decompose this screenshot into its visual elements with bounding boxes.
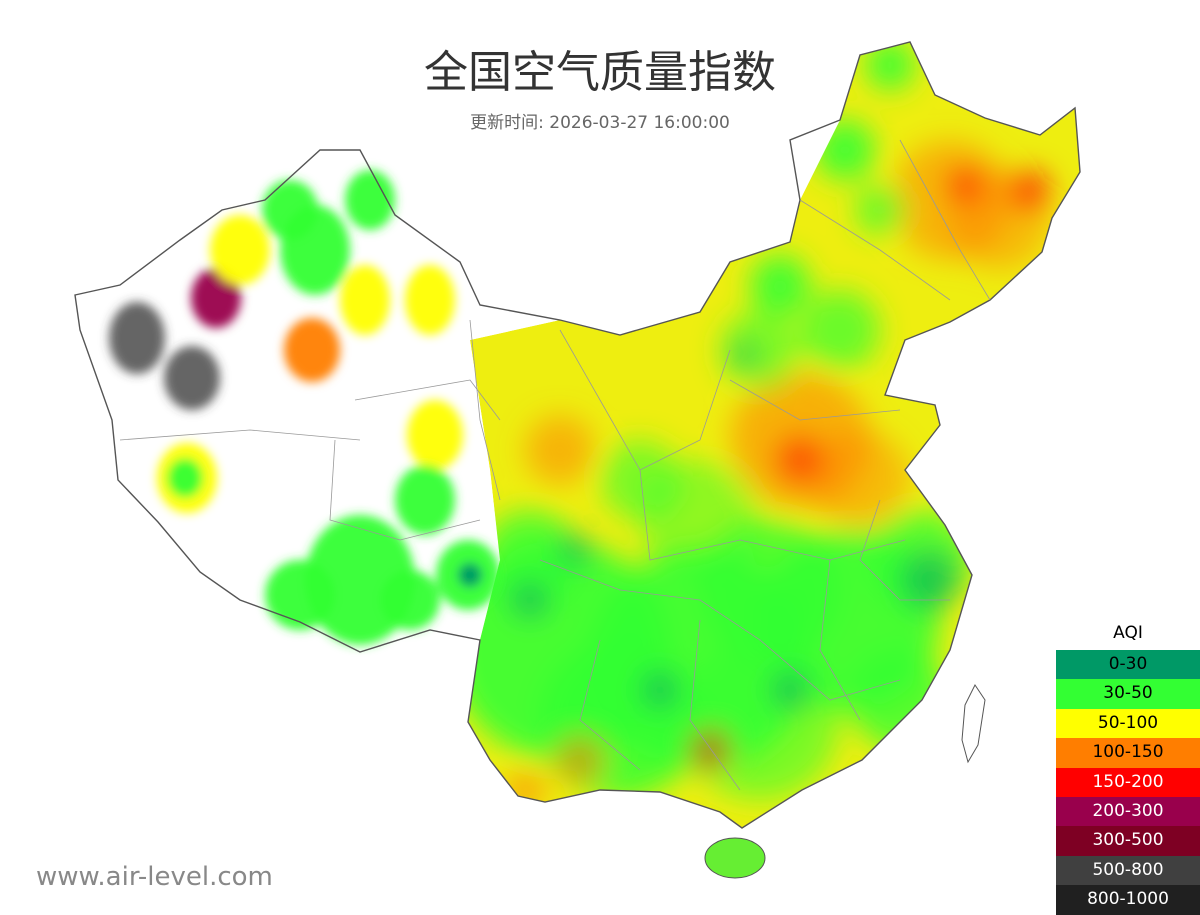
aqi-blob (407, 400, 463, 470)
province-boundary (539, 559, 901, 701)
legend-item: 0-30 (1056, 650, 1200, 680)
legend-item: 200-300 (1056, 796, 1200, 827)
aqi-blob (775, 435, 825, 485)
province-boundary (354, 379, 501, 421)
aqi-blob (395, 465, 455, 535)
province-boundary (689, 619, 741, 791)
aqi-legend: AQI 0-30 30-50 50-100 100-150 150-200 200-300… (1056, 622, 1200, 915)
page-title: 全国空气质量指数 (424, 47, 776, 98)
aqi-blob (733, 343, 757, 367)
legend-item: 50-100 (1056, 708, 1200, 739)
aqi-blob (772, 672, 808, 708)
province-boundary (899, 139, 991, 301)
aqi-blob (720, 310, 800, 390)
aqi-blob (560, 535, 590, 565)
aqi-blob (947, 167, 983, 203)
aqi-blob (642, 672, 678, 708)
aqi-blob (210, 215, 270, 285)
update-time: 更新时间: 2026-03-27 16:00:00 (470, 113, 730, 133)
aqi-blob (164, 346, 220, 410)
aqi-blob (345, 170, 395, 230)
legend-item: 100-150 (1056, 738, 1200, 768)
province-boundary (329, 439, 481, 541)
aqi-blob (855, 185, 905, 235)
aqi-blob (380, 570, 440, 630)
legend-item: 800-1000 (1056, 885, 1200, 915)
taiwan-island (961, 684, 986, 764)
province-boundary (729, 379, 901, 421)
aqi-blob (900, 550, 960, 610)
province-boundary (859, 499, 950, 601)
legend-title: AQI (1113, 623, 1143, 643)
aqi-blob (405, 265, 455, 335)
aqi-blob (284, 318, 340, 382)
aqi-blob (167, 458, 203, 498)
legend-item: 30-50 (1056, 679, 1200, 709)
aqi-blob (280, 205, 350, 295)
aqi-blob (865, 42, 915, 90)
aqi-blob (480, 510, 580, 610)
aqi-blob (555, 735, 605, 785)
aqi-blob (512, 582, 548, 618)
aqi-blob (1010, 170, 1050, 210)
aqi-blob (810, 430, 910, 530)
aqi-blob (505, 770, 545, 810)
aqi-blob (600, 440, 680, 520)
aqi-blob (525, 415, 595, 485)
province-boundary (819, 559, 861, 721)
province-boundary (799, 199, 951, 301)
aqi-blob (340, 265, 390, 335)
province-boundary (119, 429, 361, 441)
aqi-blob (690, 730, 730, 770)
aqi-blob (191, 268, 241, 328)
province-boundary (639, 469, 906, 561)
legend-item: 150-200 (1056, 767, 1200, 797)
watermark: www.air-level.com (36, 862, 273, 892)
legend-item: 300-500 (1056, 826, 1200, 856)
aqi-blob (458, 563, 482, 587)
legend-item: 500-800 (1056, 855, 1200, 886)
province-boundary (579, 639, 641, 771)
aqi-blob (680, 640, 840, 800)
province-boundary (469, 319, 501, 501)
aqi-blob (850, 650, 950, 750)
country-outline (74, 41, 1081, 829)
hainan-island (704, 837, 766, 879)
aqi-blob (750, 255, 810, 315)
aqi-blob (800, 290, 880, 370)
aqi-blob (109, 302, 165, 374)
